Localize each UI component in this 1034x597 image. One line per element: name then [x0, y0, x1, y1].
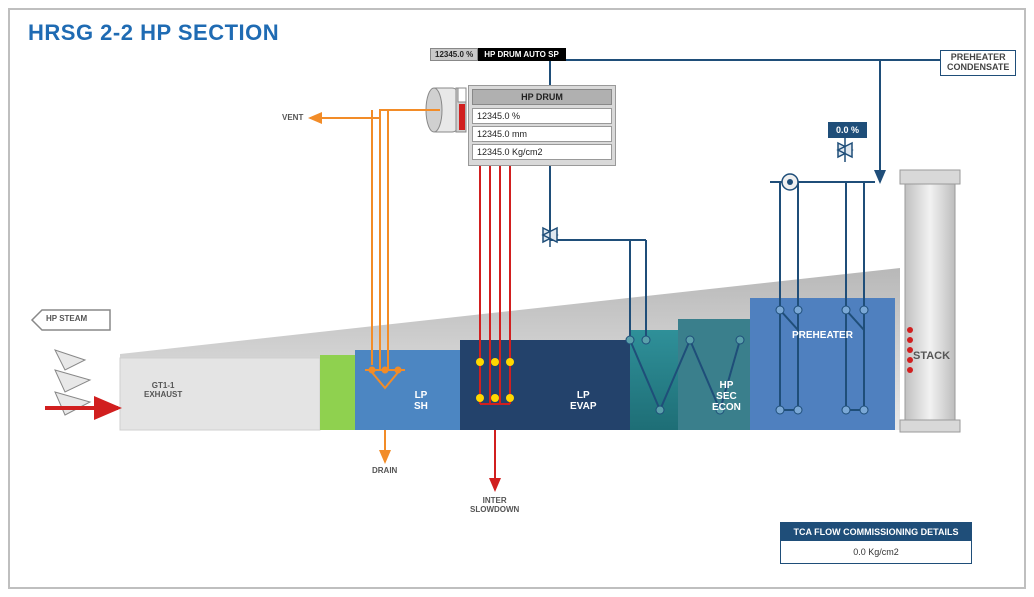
- hp-steam-label: HP STEAM: [46, 314, 87, 323]
- hp-drum-header: HP DRUM: [472, 89, 612, 105]
- instrument-icon: [782, 174, 798, 190]
- drain-label: DRAIN: [372, 466, 397, 475]
- hp-drum-panel: HP DRUM 12345.0 % 12345.0 mm 12345.0 Kg/…: [468, 85, 616, 166]
- inter-slowdown-label: INTER SLOWDOWN: [470, 496, 519, 514]
- teal-section: [630, 330, 678, 430]
- hp-drum-auto-sp-badge: 12345.0 % HP DRUM AUTO SP: [430, 48, 566, 61]
- blue-valve-2: [838, 138, 852, 162]
- lp-sh-section: [355, 350, 460, 430]
- hp-drum-row: 12345.0 Kg/cm2: [472, 144, 612, 160]
- tca-flow-panel: TCA FLOW COMMISSIONING DETAILS 0.0 Kg/cm…: [780, 522, 972, 564]
- preheater-condensate-tag: PREHEATER CONDENSATE: [940, 50, 1016, 76]
- stack: [900, 170, 960, 432]
- sp-label: HP DRUM AUTO SP: [478, 48, 566, 61]
- hp-drum-row: 12345.0 %: [472, 108, 612, 124]
- sp-value: 12345.0 %: [430, 48, 478, 61]
- blue-valve-1: [543, 223, 557, 247]
- tca-flow-value: 0.0 Kg/cm2: [781, 541, 971, 563]
- vent-label: VENT: [282, 113, 303, 122]
- hp-drum-row: 12345.0 mm: [472, 126, 612, 142]
- preheater-section: [750, 298, 895, 430]
- lp-evap-section: [460, 340, 630, 430]
- red-piping: [480, 132, 510, 490]
- valve-percent-badge: 0.0 %: [828, 122, 867, 138]
- gt-exhaust-icon: [55, 350, 90, 415]
- gt-exhaust-label: GT1-1 EXHAUST: [144, 382, 182, 400]
- green-section: [320, 355, 355, 430]
- tca-flow-header: TCA FLOW COMMISSIONING DETAILS: [781, 523, 971, 541]
